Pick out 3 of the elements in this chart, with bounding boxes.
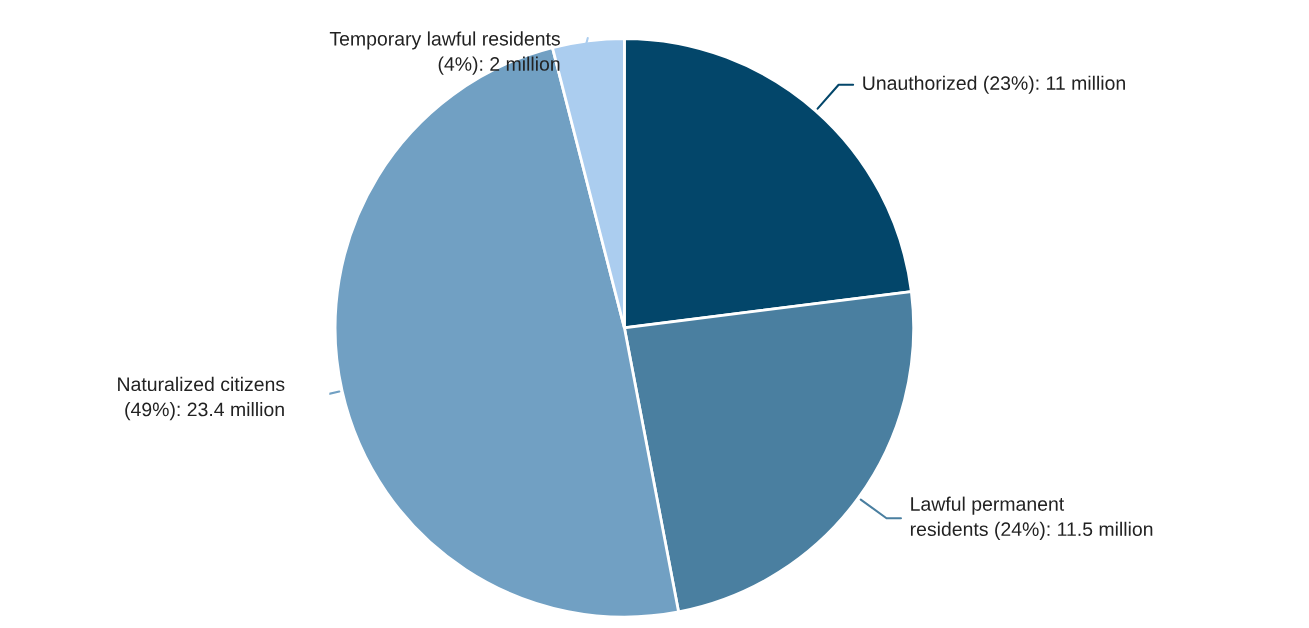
slice-label: Naturalized citizens (49%): 23.4 million <box>118 376 285 421</box>
slice-label: Unauthorized (23%): 11 million <box>863 75 1125 94</box>
slice-label: Lawful permanent residents (24%): 11.5 million <box>910 496 1153 540</box>
